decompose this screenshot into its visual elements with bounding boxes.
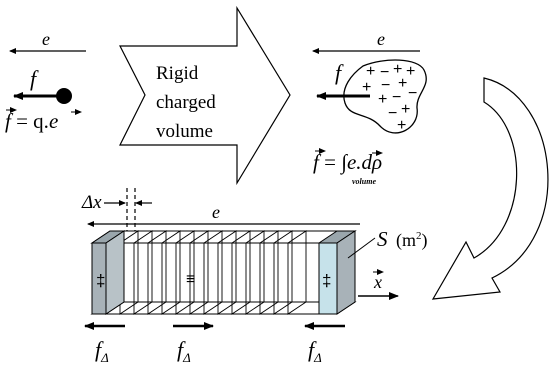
area-label: S [377,227,388,251]
point-field-label: e [42,29,50,49]
blob-charge-11: − [388,105,397,122]
slab-layer-13 [273,230,293,315]
slab-layer-10 [231,230,251,315]
slab-layer-11 [245,230,265,315]
point-charge-group: e f f = q.e [5,29,86,133]
transition-arrow: Rigid charged volume [119,5,291,186]
charge-blob [343,59,427,134]
slab-layer-4 [147,230,167,315]
blob-charge-2: − [380,64,389,81]
slab-bottom-face [90,301,357,315]
charged-volume-group: e f + − + ++ − +−+ −− ++ f = ∫e.dρ volume [312,29,427,186]
volume-field-label: e [377,29,385,49]
transition-arrow-shape [119,5,291,186]
force-label-left: fΔ [95,337,109,365]
slab-layer-6 [175,230,195,315]
blob-charge-10: − [392,89,401,106]
right-end-charges: ‡ [322,271,331,290]
left-end-cap-side [105,230,125,315]
slab-layer-7 [189,230,209,315]
dx-label: Δx [81,192,102,213]
blob-charge-7: + [398,75,407,92]
slab-layer-8 [203,230,223,315]
blob-charge-marks: + − + ++ − +−+ −− ++ [362,61,417,134]
point-force-equation: f = q.e [5,109,58,133]
slab-layer-12 [259,230,279,315]
curved-return-arrow [431,77,549,300]
blob-charge-3: + [393,61,402,78]
slab-group: Δx e ‡ ‡ ≡ S (m2) [81,188,428,365]
slab-layer-3 [133,230,153,315]
transition-text-line1: Rigid [156,63,199,84]
blob-charge-13: + [397,117,406,134]
force-label-right: fΔ [308,337,322,365]
middle-slice-charges: ≡ [186,271,195,288]
point-force-label: f [30,66,39,91]
slab-field-label: e [212,202,220,222]
left-end-charges: ‡ [96,271,105,290]
x-axis-label: x [373,272,382,292]
area-pointer [347,237,376,259]
blob-charge-6: − [381,77,390,94]
point-charge-dot [56,88,72,104]
transition-text-line3: volume [156,121,213,142]
volume-force-label: f [335,60,344,85]
force-label-middle: fΔ [177,337,191,365]
blob-charge-12: + [401,101,410,118]
blob-charge-5: + [362,79,371,96]
slab-layer-9 [217,230,237,315]
right-end-cap-side [336,230,356,315]
blob-charge-1: + [366,63,375,80]
area-unit: (m2) [396,230,428,251]
volume-force-equation: f = ∫e.dρ [313,150,382,175]
integral-subscript: volume [352,177,376,186]
blob-charge-4: + [406,63,415,80]
blob-charge-9: + [378,91,387,108]
transition-text-line2: charged [156,92,216,113]
slab-layer-5 [161,230,181,315]
slab-layer-14 [287,230,307,315]
blob-charge-8: − [408,85,417,102]
slab-top-face [90,230,357,244]
